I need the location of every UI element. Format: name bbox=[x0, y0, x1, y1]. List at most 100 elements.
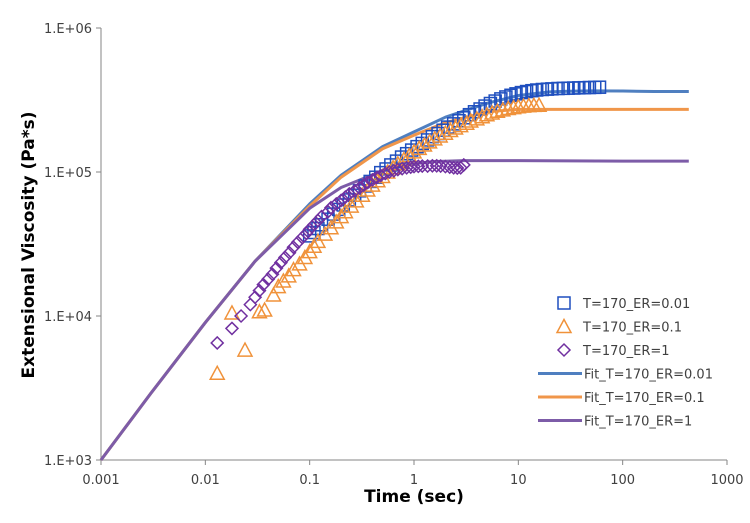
data-point bbox=[310, 213, 325, 228]
data-point bbox=[505, 99, 522, 115]
data-point bbox=[323, 200, 339, 215]
x-tick-label: 100 bbox=[610, 473, 635, 488]
data-point bbox=[265, 267, 280, 282]
y-tick-label: 1.E+05 bbox=[44, 166, 92, 181]
data-point bbox=[285, 261, 302, 277]
legend-label: Fit_T=170_ER=1 bbox=[584, 415, 692, 430]
data-point bbox=[504, 88, 518, 103]
data-point bbox=[342, 186, 357, 201]
data-point bbox=[306, 217, 322, 232]
legend: T=170_ER=0.01 T=170_ER=0.1 T=170_ER=1 Fit_T… bbox=[538, 296, 713, 430]
data-point bbox=[275, 272, 292, 288]
legend-item: Fit_T=170_ER=0.1 bbox=[538, 391, 705, 406]
data-point bbox=[256, 277, 271, 292]
data-point bbox=[514, 85, 529, 100]
data-point bbox=[415, 158, 430, 174]
tick-labels: 0.001 0.01 0.1 1 10 100 1000 1.E+03 1.E+04 1.E+05… bbox=[44, 22, 744, 488]
series-t-170-er-1 bbox=[210, 157, 471, 351]
data-point bbox=[273, 255, 288, 270]
data-point bbox=[494, 92, 508, 106]
data-markers bbox=[208, 80, 607, 381]
data-point bbox=[328, 213, 345, 229]
axes bbox=[96, 27, 728, 465]
data-point bbox=[265, 286, 282, 302]
data-point bbox=[400, 147, 418, 163]
data-point bbox=[433, 158, 448, 174]
legend-item: T=170_ER=0.01 bbox=[557, 296, 690, 312]
data-point bbox=[329, 196, 344, 212]
data-point bbox=[354, 186, 371, 202]
data-point bbox=[438, 159, 453, 174]
data-point bbox=[332, 208, 350, 224]
data-point bbox=[295, 230, 310, 245]
data-point bbox=[269, 261, 284, 276]
data-point bbox=[252, 283, 267, 298]
x-tick-label: 10 bbox=[510, 473, 527, 488]
y-axis-title: Extensional Viscosity (Pa*s) bbox=[19, 112, 39, 379]
legend-item: Fit_T=170_ER=1 bbox=[538, 415, 692, 430]
x-tick-label: 1 bbox=[410, 473, 418, 488]
data-point bbox=[290, 235, 305, 250]
data-point bbox=[320, 204, 336, 219]
data-point bbox=[208, 364, 226, 381]
data-point bbox=[352, 180, 367, 196]
data-point bbox=[210, 335, 225, 351]
data-point bbox=[429, 158, 444, 173]
legend-triangle-icon bbox=[555, 317, 573, 334]
data-point bbox=[530, 96, 548, 112]
x-tick-label: 1000 bbox=[710, 473, 743, 488]
y-tick-label: 1.E+04 bbox=[44, 310, 92, 325]
legend-item: Fit_T=170_ER=0.01 bbox=[538, 368, 713, 383]
data-point bbox=[403, 160, 418, 175]
legend-diamond-icon bbox=[556, 342, 572, 358]
data-point bbox=[489, 102, 506, 119]
data-point bbox=[494, 101, 512, 117]
data-point bbox=[360, 175, 375, 190]
legend-item: T=170_ER=0.1 bbox=[555, 317, 682, 336]
data-point bbox=[499, 90, 513, 104]
data-point bbox=[261, 272, 276, 287]
data-point bbox=[456, 157, 471, 172]
data-point bbox=[302, 222, 317, 237]
data-point bbox=[236, 341, 254, 357]
data-point bbox=[243, 297, 258, 312]
x-tick-label: 0.001 bbox=[82, 473, 119, 488]
data-point bbox=[334, 193, 349, 208]
legend-square-icon bbox=[557, 296, 571, 310]
data-point bbox=[282, 245, 297, 260]
data-point bbox=[277, 250, 293, 265]
data-point bbox=[453, 160, 468, 175]
series-t-170-er-0-1 bbox=[208, 96, 548, 381]
data-point bbox=[499, 99, 517, 116]
y-tick-label: 1.E+03 bbox=[44, 454, 92, 469]
data-point bbox=[447, 119, 464, 135]
data-point bbox=[356, 178, 371, 193]
data-point bbox=[248, 290, 263, 305]
data-point bbox=[592, 80, 607, 94]
data-point bbox=[386, 163, 401, 178]
data-point bbox=[299, 226, 314, 241]
data-point bbox=[256, 301, 273, 317]
x-axis-title: Time (sec) bbox=[364, 487, 464, 507]
data-point bbox=[348, 192, 365, 208]
data-point bbox=[347, 183, 362, 198]
data-point bbox=[478, 106, 496, 122]
data-point bbox=[473, 108, 491, 124]
data-point bbox=[450, 161, 465, 176]
data-point bbox=[301, 243, 318, 259]
legend-label: T=170_ER=0.01 bbox=[582, 297, 690, 312]
data-point bbox=[468, 110, 486, 126]
data-point bbox=[251, 303, 268, 319]
data-point bbox=[483, 104, 501, 120]
data-point bbox=[270, 278, 287, 294]
legend-label: T=170_ER=0.1 bbox=[582, 321, 682, 336]
data-point bbox=[286, 240, 301, 255]
data-point bbox=[462, 112, 480, 128]
data-point bbox=[399, 160, 414, 175]
data-point bbox=[342, 197, 360, 213]
x-tick-label: 0.01 bbox=[191, 473, 220, 488]
y-tick-label: 1.E+06 bbox=[44, 22, 92, 37]
data-point bbox=[337, 203, 354, 219]
legend-item: T=170_ER=1 bbox=[556, 342, 670, 359]
